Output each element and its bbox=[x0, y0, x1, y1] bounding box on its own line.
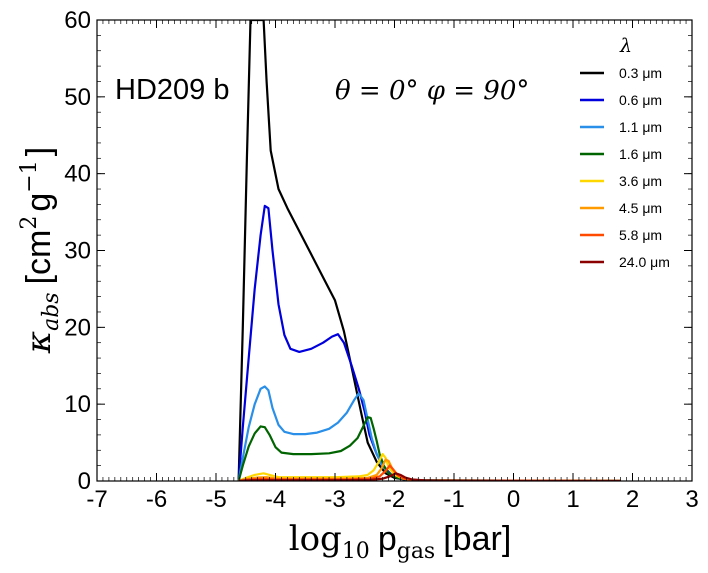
series-line-5 bbox=[238, 458, 621, 481]
x-axis-label-var: p bbox=[378, 520, 397, 558]
x-tick-label-7: 0 bbox=[507, 486, 520, 513]
legend-label-4: 3.6 μm bbox=[619, 173, 662, 189]
y-tick-label-3: 30 bbox=[64, 238, 91, 265]
y-axis-label-exp1: 2 bbox=[17, 216, 42, 230]
series-line-1 bbox=[237, 204, 621, 481]
y-axis-label-unit-close: ] bbox=[20, 147, 58, 156]
x-tick-label-2: -5 bbox=[205, 486, 226, 513]
y-axis-label-exp2: −1 bbox=[17, 160, 42, 192]
legend-title: λ bbox=[619, 35, 632, 57]
x-tick-label-3: -4 bbox=[265, 486, 286, 513]
y-tick-label-5: 50 bbox=[64, 84, 91, 111]
x-axis-label-unit: [bar] bbox=[443, 520, 511, 558]
legend-label-5: 4.5 μm bbox=[619, 200, 662, 216]
legend-label-2: 1.1 μm bbox=[619, 119, 662, 135]
x-tick-label-4: -3 bbox=[324, 486, 345, 513]
y-axis-label-unit-mid: g bbox=[20, 193, 58, 212]
x-tick-label-6: -1 bbox=[443, 486, 464, 513]
x-tick-label-5: -2 bbox=[384, 486, 405, 513]
x-axis-label: log10 pgas [bar] bbox=[289, 519, 512, 564]
plot-frame bbox=[96, 19, 693, 482]
legend-label-3: 1.6 μm bbox=[619, 146, 662, 162]
legend-label-1: 0.6 μm bbox=[619, 92, 662, 108]
series-line-0 bbox=[237, 20, 621, 481]
x-tick-label-0: -7 bbox=[86, 486, 107, 513]
legend-label-0: 0.3 μm bbox=[619, 65, 662, 81]
y-tick-label-2: 20 bbox=[64, 314, 91, 341]
x-axis-label-log: log bbox=[289, 519, 342, 559]
x-axis-label-log-sub: 10 bbox=[342, 539, 370, 564]
annotation-angles: θ = 0° φ = 90° bbox=[335, 76, 529, 106]
y-tick-label-1: 10 bbox=[64, 391, 91, 418]
series-line-4 bbox=[238, 453, 621, 481]
legend-label-7: 24.0 μm bbox=[619, 254, 670, 270]
series-line-6 bbox=[238, 464, 621, 481]
y-axis-label-kappa: κ bbox=[19, 331, 59, 354]
y-tick-label-6: 60 bbox=[64, 7, 91, 34]
x-tick-label-10: 3 bbox=[685, 486, 698, 513]
series-line-3 bbox=[237, 416, 621, 481]
y-axis-label-kappa-sub: abs bbox=[39, 292, 64, 331]
x-tick-label-8: 1 bbox=[566, 486, 579, 513]
x-axis-label-var-sub: gas bbox=[397, 539, 436, 564]
legend-label-6: 5.8 μm bbox=[619, 227, 662, 243]
y-tick-label-4: 40 bbox=[64, 161, 91, 188]
y-tick-label-0: 0 bbox=[78, 468, 91, 495]
annotation-planet: HD209 b bbox=[115, 74, 229, 106]
y-axis-label-unit-open: [cm bbox=[20, 230, 58, 285]
series-line-7 bbox=[238, 472, 621, 481]
y-axis-label: κabs [cm2 g−1] bbox=[17, 147, 64, 354]
x-tick-label-9: 2 bbox=[626, 486, 639, 513]
series-line-2 bbox=[237, 385, 621, 481]
ticks-layer bbox=[96, 19, 693, 482]
x-tick-label-1: -6 bbox=[146, 486, 167, 513]
legend: λ 0.3 μm 0.6 μm 1.1 μm 1.6 μm 3.6 μm 4.5 μm 5.… bbox=[580, 35, 670, 270]
